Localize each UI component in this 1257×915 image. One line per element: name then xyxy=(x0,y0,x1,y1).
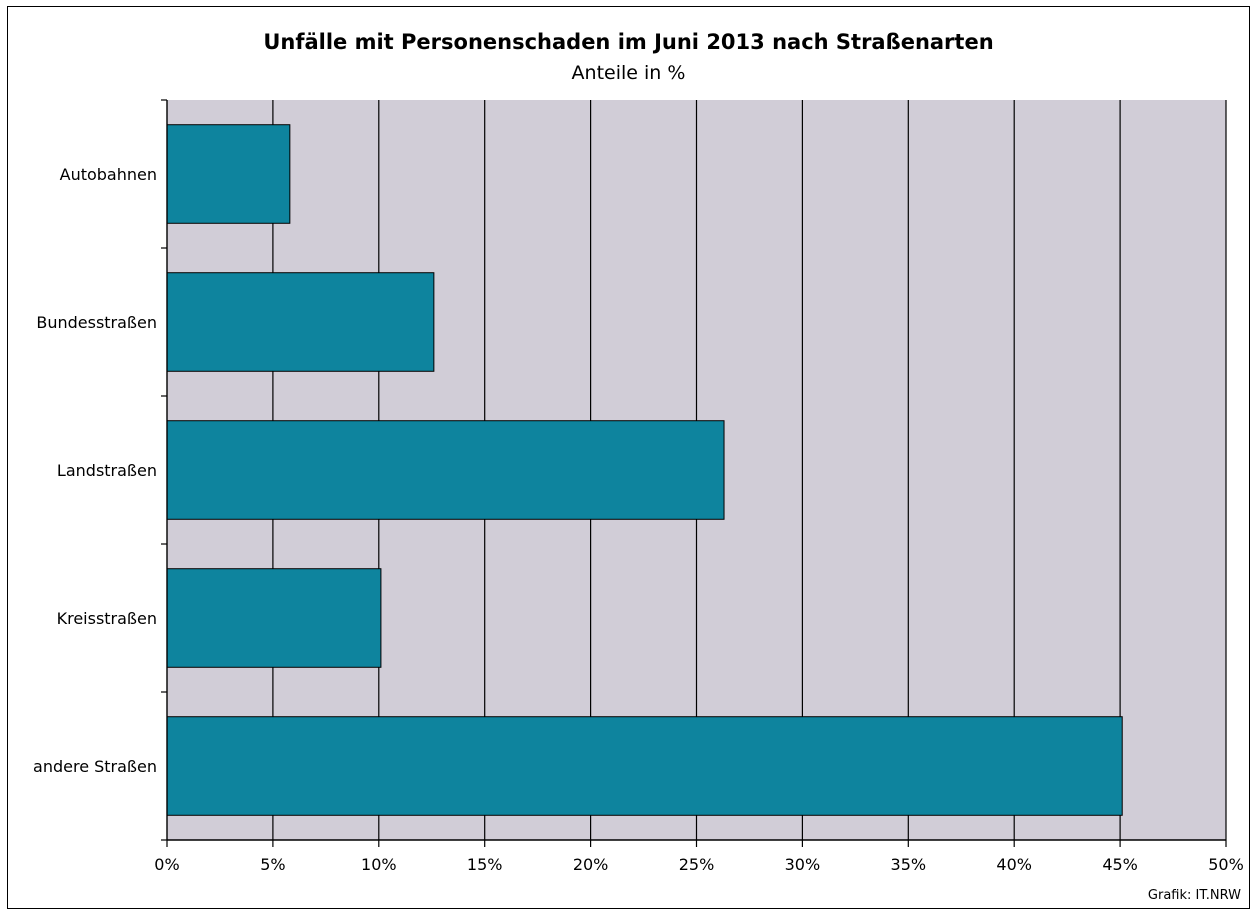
x-tick-label: 50% xyxy=(1208,855,1244,874)
category-label: Bundesstraßen xyxy=(36,313,157,332)
bar xyxy=(166,420,725,520)
bar xyxy=(166,568,382,668)
x-tick-label: 10% xyxy=(361,855,397,874)
source-credit: Grafik: IT.NRW xyxy=(1147,888,1241,903)
bar xyxy=(166,272,435,372)
x-tick-label: 15% xyxy=(467,855,503,874)
category-label: andere Straßen xyxy=(33,757,157,776)
category-label: Autobahnen xyxy=(60,165,157,184)
chart-title: Unfälle mit Personenschaden im Juni 2013… xyxy=(263,30,994,54)
category-label: Kreisstraßen xyxy=(57,609,157,628)
category-label: Landstraßen xyxy=(57,461,157,480)
x-tick-label: 40% xyxy=(996,855,1032,874)
bar xyxy=(166,124,291,224)
x-tick-label: 30% xyxy=(785,855,821,874)
x-tick-label: 20% xyxy=(573,855,609,874)
x-tick-label: 25% xyxy=(679,855,715,874)
x-tick-label: 0% xyxy=(154,855,179,874)
bar xyxy=(166,716,1123,816)
x-tick-label: 5% xyxy=(260,855,285,874)
x-tick-label: 35% xyxy=(891,855,927,874)
chart-subtitle: Anteile in % xyxy=(571,62,686,84)
x-tick-label: 45% xyxy=(1102,855,1138,874)
